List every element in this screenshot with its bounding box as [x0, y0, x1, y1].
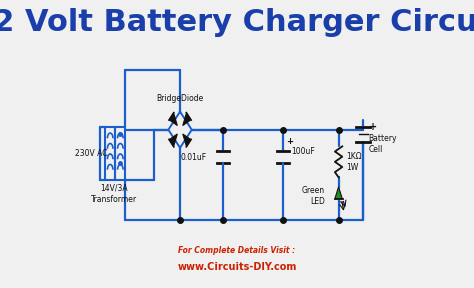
Text: www.Circuits-DIY.com: www.Circuits-DIY.com	[177, 262, 297, 272]
Text: 100uF: 100uF	[291, 147, 315, 156]
Text: BridgeDiode: BridgeDiode	[156, 94, 204, 103]
Text: 0.01uF: 0.01uF	[180, 153, 206, 162]
Polygon shape	[169, 113, 177, 126]
Polygon shape	[335, 187, 342, 199]
Bar	[105, 127, 115, 180]
Text: 1KΩ
1W: 1KΩ 1W	[346, 152, 362, 172]
Polygon shape	[169, 134, 177, 147]
Text: For Complete Details Visit :: For Complete Details Visit :	[178, 247, 296, 255]
Text: +: +	[369, 122, 377, 132]
Text: 12 Volt Battery Charger Circuit: 12 Volt Battery Charger Circuit	[0, 8, 474, 37]
Text: 14V/3A
Transformer: 14V/3A Transformer	[91, 184, 137, 204]
Text: +: +	[286, 137, 293, 146]
Bar	[115, 127, 125, 180]
Polygon shape	[183, 113, 191, 126]
Text: Green
LED: Green LED	[301, 186, 325, 206]
Polygon shape	[183, 134, 191, 147]
Text: Battery
Cell: Battery Cell	[369, 134, 397, 154]
Text: 230V AC: 230V AC	[74, 149, 107, 158]
